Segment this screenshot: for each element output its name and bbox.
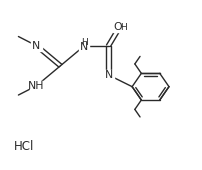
Text: O: O [113,22,121,32]
Text: H: H [119,23,126,32]
Text: HCl: HCl [14,140,34,152]
Bar [30,81,43,91]
Text: NH: NH [28,81,44,91]
Text: N: N [104,70,112,80]
Bar [31,41,42,51]
Text: N: N [32,41,40,51]
Text: H: H [81,38,87,47]
Bar [103,70,113,80]
Bar [79,39,89,52]
Bar [113,22,125,32]
Text: N: N [80,42,88,52]
